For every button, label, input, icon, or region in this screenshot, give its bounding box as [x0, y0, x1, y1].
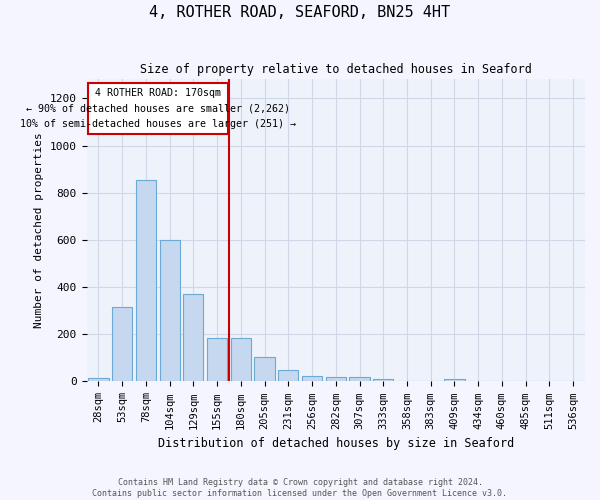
Bar: [254, 356, 275, 382]
Bar: [349, 376, 370, 382]
Bar: [88, 378, 109, 382]
Bar: [160, 240, 180, 382]
Bar: [207, 338, 227, 382]
Bar: [88, 83, 228, 134]
Bar: [112, 307, 132, 382]
X-axis label: Distribution of detached houses by size in Seaford: Distribution of detached houses by size …: [158, 437, 514, 450]
Text: 4 ROTHER ROAD: 170sqm
← 90% of detached houses are smaller (2,262)
10% of semi-d: 4 ROTHER ROAD: 170sqm ← 90% of detached …: [20, 88, 296, 129]
Bar: [445, 379, 464, 382]
Text: Contains HM Land Registry data © Crown copyright and database right 2024.
Contai: Contains HM Land Registry data © Crown c…: [92, 478, 508, 498]
Title: Size of property relative to detached houses in Seaford: Size of property relative to detached ho…: [140, 62, 532, 76]
Bar: [302, 376, 322, 382]
Bar: [231, 338, 251, 382]
Bar: [278, 370, 298, 382]
Bar: [136, 180, 156, 382]
Y-axis label: Number of detached properties: Number of detached properties: [34, 132, 44, 328]
Bar: [183, 294, 203, 382]
Bar: [373, 379, 394, 382]
Bar: [326, 376, 346, 382]
Text: 4, ROTHER ROAD, SEAFORD, BN25 4HT: 4, ROTHER ROAD, SEAFORD, BN25 4HT: [149, 5, 451, 20]
